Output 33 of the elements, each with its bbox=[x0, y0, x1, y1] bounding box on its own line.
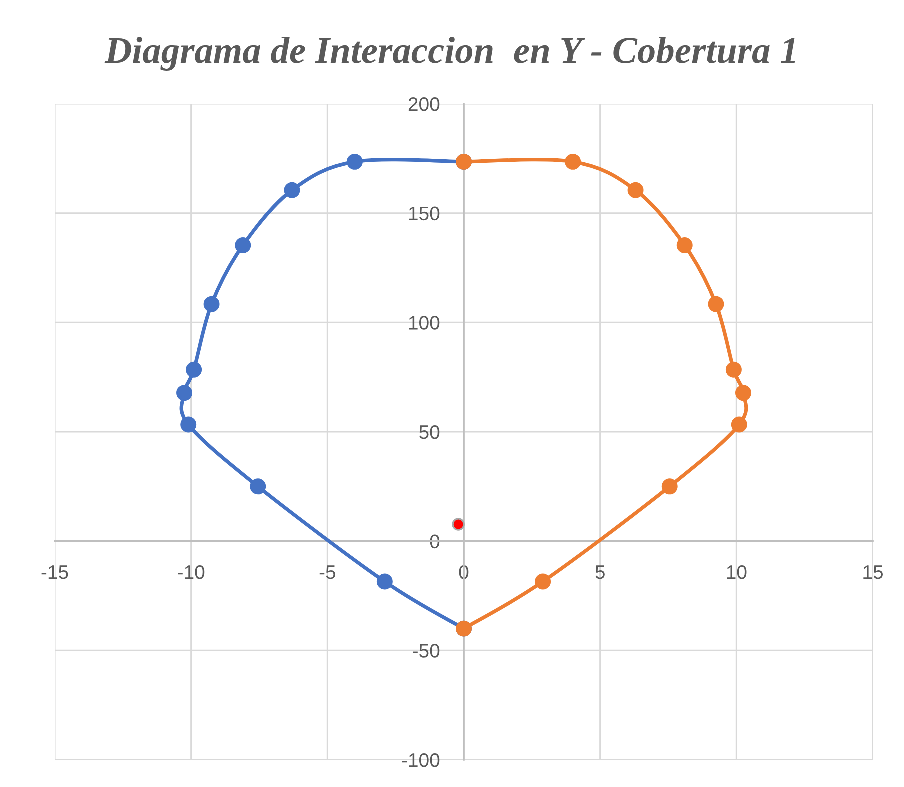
x-tick-label: -5 bbox=[320, 566, 336, 580]
point bbox=[346, 154, 363, 170]
chart-title: Diagrama de Interaccion en Y - Cobertura 1 bbox=[104, 36, 796, 71]
x-tick-label: -15 bbox=[42, 566, 68, 580]
point bbox=[676, 237, 693, 254]
point bbox=[565, 154, 582, 170]
point bbox=[250, 478, 266, 495]
point bbox=[186, 362, 202, 378]
x-tick-label: 5 bbox=[596, 566, 605, 580]
point bbox=[204, 296, 220, 312]
point bbox=[726, 362, 742, 378]
x-tick-label: 15 bbox=[864, 566, 883, 580]
point bbox=[452, 518, 465, 531]
y-tick-label: 100 bbox=[409, 316, 440, 330]
x-tick-label: -10 bbox=[178, 565, 205, 580]
y-tick-label: -50 bbox=[413, 644, 440, 658]
x-tick-label: 10 bbox=[727, 565, 747, 580]
point bbox=[176, 385, 193, 402]
point bbox=[284, 182, 300, 198]
point bbox=[735, 385, 752, 402]
y-tick-label: 50 bbox=[420, 425, 440, 440]
point bbox=[708, 296, 724, 312]
point bbox=[180, 416, 197, 433]
point bbox=[662, 478, 678, 495]
y-tick-label: 150 bbox=[409, 206, 440, 221]
point bbox=[235, 237, 252, 254]
y-tick-label: -100 bbox=[402, 753, 440, 768]
point bbox=[376, 574, 393, 590]
point bbox=[731, 416, 748, 433]
x-tick-label: 0 bbox=[459, 565, 469, 580]
point bbox=[628, 182, 644, 198]
y-tick-label: 200 bbox=[408, 97, 440, 112]
point bbox=[535, 574, 552, 590]
